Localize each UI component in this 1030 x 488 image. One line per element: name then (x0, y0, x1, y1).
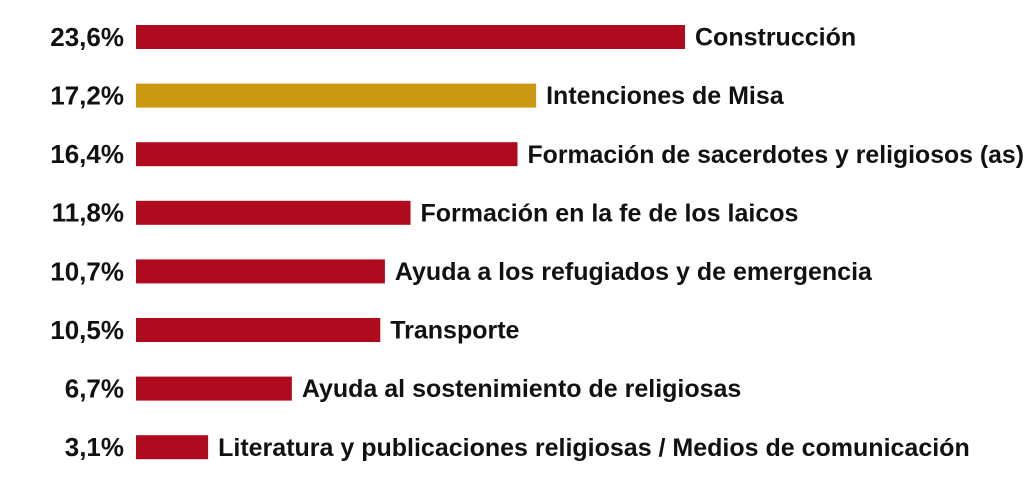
category-label: Formación en la fe de los laicos (421, 199, 799, 227)
bar (136, 25, 685, 49)
bar (136, 259, 385, 284)
category-label: Construcción (695, 24, 856, 52)
value-label: 10,7% (50, 256, 124, 286)
category-label: Ayuda al sostenimiento de religiosas (302, 375, 741, 403)
bar (136, 200, 411, 225)
category-label: Literatura y publicaciones religiosas / … (218, 434, 970, 462)
category-label: Intenciones de Misa (546, 82, 785, 110)
bar (136, 376, 292, 401)
bar (136, 83, 537, 108)
value-label: 3,1% (65, 432, 124, 462)
value-label: 6,7% (65, 373, 124, 403)
value-label: 23,6% (50, 22, 124, 52)
bar (136, 142, 518, 167)
bar (136, 318, 381, 342)
category-label: Ayuda a los refugiados y de emergencia (395, 258, 873, 286)
value-label: 16,4% (50, 139, 124, 169)
value-label: 11,8% (52, 198, 124, 228)
value-label: 10,5% (50, 315, 124, 345)
value-label: 17,2% (50, 80, 124, 110)
category-label: Transporte (390, 317, 519, 345)
bar (136, 435, 209, 460)
category-label: Formación de sacerdotes y religiosos (as… (528, 141, 1024, 169)
